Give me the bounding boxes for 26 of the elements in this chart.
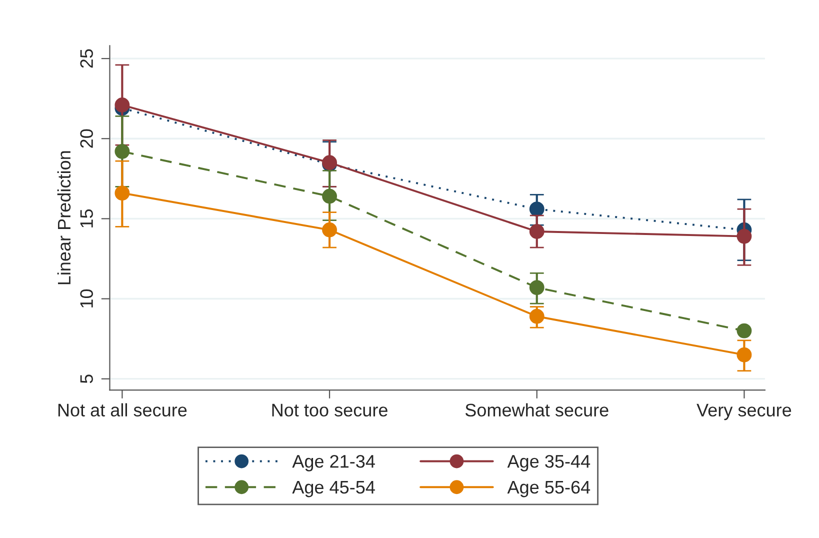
point (736, 228, 752, 244)
point (529, 224, 544, 239)
point (736, 323, 752, 338)
y-tick-label: 5 (80, 374, 93, 384)
point (529, 202, 544, 217)
x-tick-label: Not at all secure (58, 403, 187, 417)
point (114, 98, 130, 112)
y-tick-label: 20 (80, 129, 93, 148)
legend-label: Age 35-44 (507, 454, 590, 472)
point (114, 186, 130, 201)
x-tick-label: Somewhat secure (465, 403, 608, 417)
y-axis-title: Linear Prediction (57, 151, 71, 284)
point (736, 347, 752, 362)
y-tick-label: 10 (80, 289, 93, 308)
point (322, 222, 337, 238)
point (114, 144, 130, 159)
legend-label: Age 55-64 (507, 480, 590, 498)
x-tick-label: Not too secure (272, 404, 388, 417)
point (529, 308, 544, 324)
x-tick-label: Very secure (696, 404, 792, 420)
point (322, 188, 337, 204)
y-tick-label: 25 (80, 49, 93, 68)
legend-label: Age 21-34 (292, 454, 375, 472)
y-tick-label: 15 (80, 209, 93, 228)
point (529, 280, 544, 296)
legend-label: Age 45-54 (292, 481, 375, 498)
